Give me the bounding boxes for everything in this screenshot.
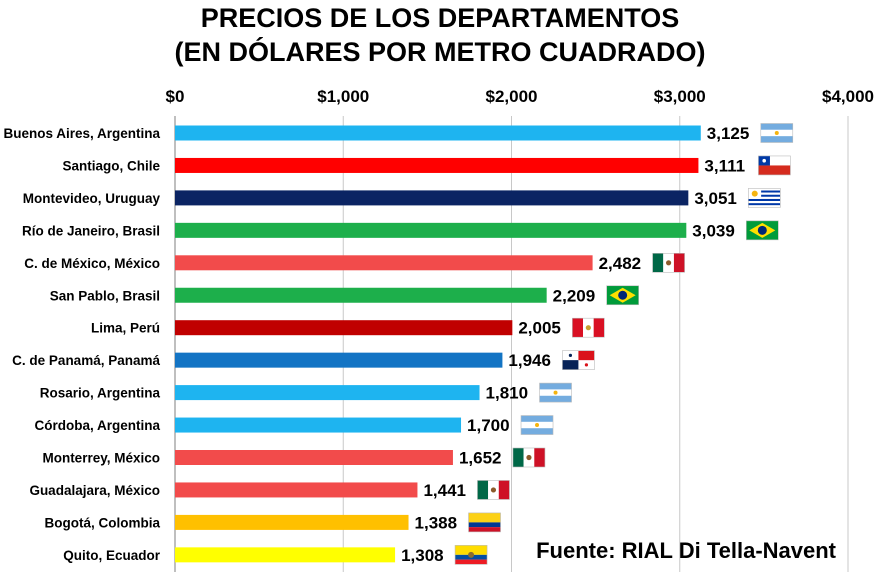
x-tick-label-2: $2,000	[486, 87, 538, 106]
value-label-11: 1,441	[423, 481, 466, 500]
bar-0	[175, 125, 701, 141]
category-label-0: Buenos Aires, Argentina	[3, 126, 160, 141]
value-label-3: 3,039	[692, 221, 735, 240]
value-label-4: 2,482	[599, 254, 642, 273]
value-label-2: 3,051	[694, 189, 737, 208]
chart-title-line-2: (EN DÓLARES POR METRO CUADRADO)	[174, 37, 706, 67]
value-label-10: 1,652	[459, 449, 502, 468]
mexico-flag-icon	[652, 253, 685, 273]
bar-9	[175, 417, 462, 433]
bar-6	[175, 320, 513, 336]
bar-12	[175, 514, 409, 530]
bar-3	[175, 222, 687, 238]
mexico-flag-icon	[512, 447, 546, 468]
value-label-0: 3,125	[707, 124, 750, 143]
value-label-6: 2,005	[518, 319, 561, 338]
panama-flag-icon	[562, 350, 595, 370]
category-label-12: Bogotá, Colombia	[45, 515, 161, 530]
category-label-3: Río de Janeiro, Brasil	[22, 223, 160, 238]
value-label-13: 1,308	[401, 546, 444, 565]
argentina-flag-icon	[520, 415, 554, 435]
bar-13	[175, 547, 396, 563]
value-label-7: 1,946	[508, 351, 551, 370]
value-label-8: 1,810	[486, 384, 529, 403]
brazil-flag-icon	[746, 220, 779, 241]
category-label-1: Santiago, Chile	[62, 158, 160, 173]
brazil-flag-icon	[606, 285, 639, 306]
category-label-4: C. de México, México	[24, 256, 160, 271]
category-label-7: C. de Panamá, Panamá	[12, 353, 160, 368]
source-note: Fuente: RIAL Di Tella-Navent	[536, 538, 836, 563]
category-label-2: Montevideo, Uruguay	[23, 191, 161, 206]
argentina-flag-icon	[539, 382, 572, 403]
x-tick-label-0: $0	[166, 87, 185, 106]
uruguay-flag-icon	[748, 188, 781, 208]
bar-2	[175, 190, 689, 206]
chile-flag-icon	[758, 155, 791, 176]
bar-4	[175, 255, 593, 271]
bar-10	[175, 450, 453, 465]
x-tick-label-3: $3,000	[654, 87, 706, 106]
category-label-5: San Pablo, Brasil	[50, 288, 160, 303]
peru-flag-icon	[572, 317, 605, 338]
x-tick-label-1: $1,000	[317, 87, 369, 106]
x-tick-label-4: $4,000	[822, 87, 874, 106]
value-label-9: 1,700	[467, 416, 510, 435]
category-label-11: Guadalajara, México	[29, 483, 160, 498]
category-label-10: Monterrey, México	[42, 451, 160, 466]
mexico-flag-icon	[477, 480, 510, 500]
bar-11	[175, 482, 418, 498]
bar-5	[175, 287, 547, 303]
category-label-9: Córdoba, Argentina	[34, 418, 160, 433]
argentina-flag-icon	[760, 123, 794, 143]
bar-7	[175, 352, 503, 368]
value-label-1: 3,111	[704, 156, 745, 175]
bar-1	[175, 157, 699, 173]
bar-8	[175, 385, 480, 401]
chart-title-line-1: PRECIOS DE LOS DEPARTAMENTOS	[200, 3, 680, 33]
colombia-flag-icon	[468, 512, 501, 533]
ecuador-flag-icon	[454, 545, 488, 565]
category-label-8: Rosario, Argentina	[40, 386, 161, 401]
value-label-5: 2,209	[553, 286, 596, 305]
category-label-13: Quito, Ecuador	[63, 548, 161, 563]
value-label-12: 1,388	[415, 513, 458, 532]
category-label-6: Lima, Perú	[91, 321, 160, 336]
